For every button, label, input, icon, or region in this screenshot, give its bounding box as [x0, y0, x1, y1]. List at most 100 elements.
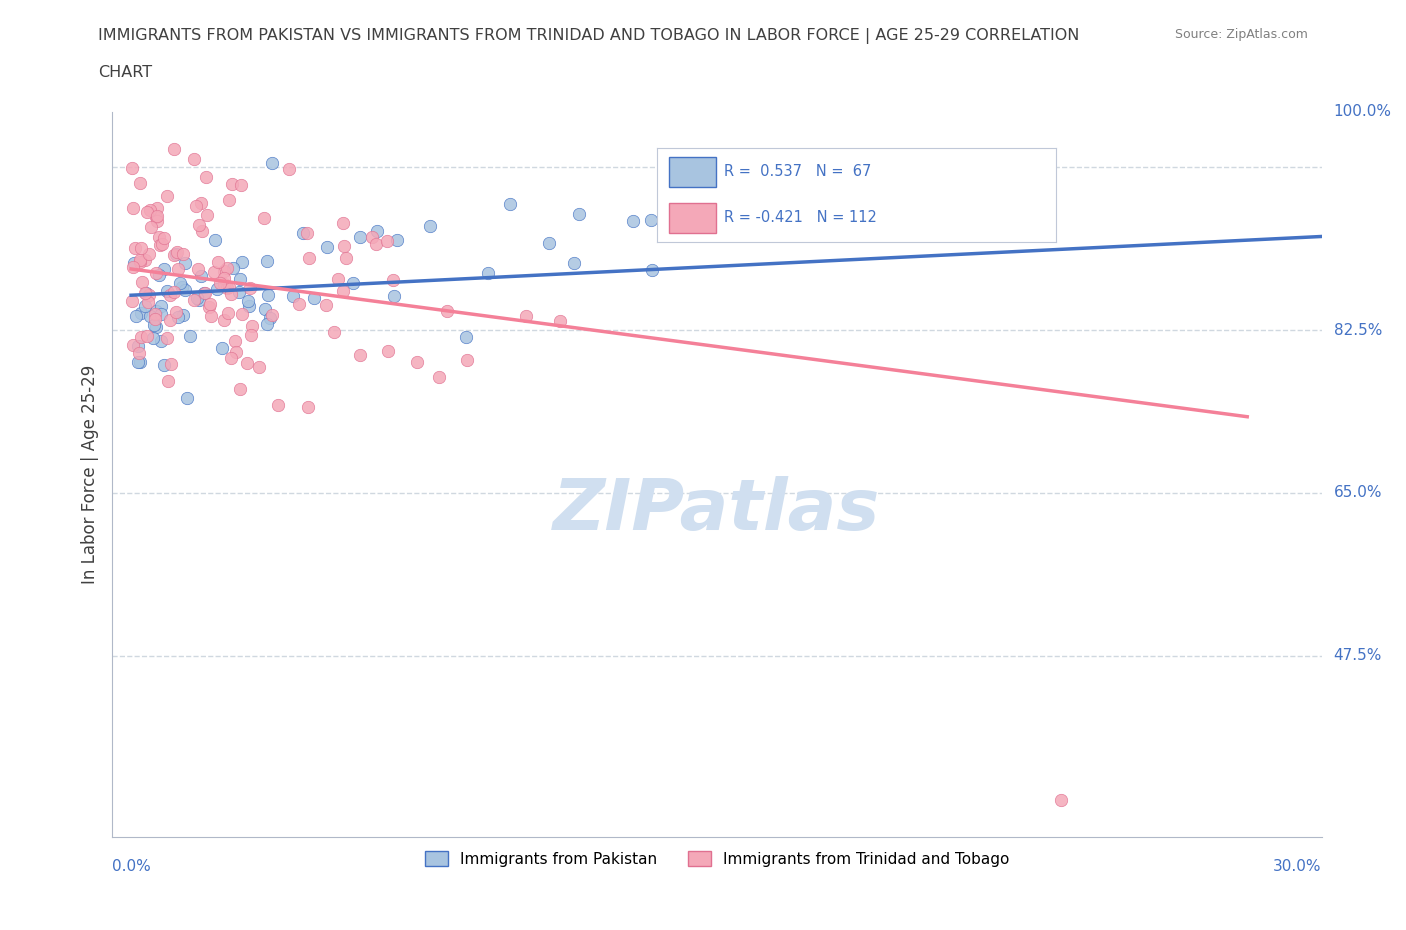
Immigrants from Pakistan	[342, 276, 364, 291]
Immigrants from Trinidad and Tobago	[163, 284, 186, 299]
Immigrants from Pakistan	[256, 253, 278, 268]
Immigrants from Trinidad and Tobago	[128, 175, 150, 190]
Immigrants from Trinidad and Tobago	[215, 260, 238, 275]
Immigrants from Trinidad and Tobago	[195, 170, 218, 185]
Immigrants from Trinidad and Tobago	[145, 265, 167, 280]
Legend: Immigrants from Pakistan, Immigrants from Trinidad and Tobago: Immigrants from Pakistan, Immigrants fro…	[419, 844, 1015, 873]
Text: 47.5%: 47.5%	[1334, 648, 1382, 663]
Immigrants from Trinidad and Tobago	[456, 352, 478, 367]
Immigrants from Pakistan	[176, 391, 198, 405]
Immigrants from Trinidad and Tobago	[138, 287, 160, 302]
Immigrants from Pakistan	[257, 287, 280, 302]
Immigrants from Pakistan	[640, 213, 662, 228]
Immigrants from Trinidad and Tobago	[208, 275, 231, 290]
Immigrants from Trinidad and Tobago	[240, 319, 263, 334]
Immigrants from Trinidad and Tobago	[121, 200, 143, 215]
Immigrants from Trinidad and Tobago	[375, 233, 398, 248]
Immigrants from Trinidad and Tobago	[128, 345, 150, 360]
Immigrants from Trinidad and Tobago	[207, 255, 229, 270]
Immigrants from Trinidad and Tobago	[240, 327, 263, 342]
Immigrants from Trinidad and Tobago	[163, 141, 186, 156]
Immigrants from Trinidad and Tobago	[159, 288, 181, 303]
Immigrants from Trinidad and Tobago	[187, 261, 209, 276]
Immigrants from Trinidad and Tobago	[1050, 792, 1073, 807]
Immigrants from Pakistan	[169, 275, 191, 290]
Immigrants from Trinidad and Tobago	[221, 177, 243, 192]
Immigrants from Trinidad and Tobago	[121, 337, 143, 352]
Immigrants from Trinidad and Tobago	[217, 305, 239, 320]
Immigrants from Pakistan	[188, 293, 211, 308]
Immigrants from Trinidad and Tobago	[156, 188, 179, 203]
Immigrants from Trinidad and Tobago	[150, 236, 173, 251]
Immigrants from Trinidad and Tobago	[190, 195, 212, 210]
Immigrants from Pakistan	[229, 272, 252, 286]
Immigrants from Pakistan	[641, 263, 664, 278]
Immigrants from Trinidad and Tobago	[121, 294, 143, 309]
Immigrants from Trinidad and Tobago	[195, 208, 218, 223]
Immigrants from Trinidad and Tobago	[159, 313, 181, 328]
Immigrants from Trinidad and Tobago	[253, 211, 276, 226]
Immigrants from Trinidad and Tobago	[129, 255, 152, 270]
Immigrants from Pakistan	[186, 290, 208, 305]
Immigrants from Pakistan	[260, 155, 283, 170]
Immigrants from Trinidad and Tobago	[160, 356, 183, 371]
Immigrants from Pakistan	[499, 196, 522, 211]
Immigrants from Pakistan	[281, 288, 304, 303]
Immigrants from Trinidad and Tobago	[155, 330, 177, 345]
Immigrants from Pakistan	[236, 294, 259, 309]
Immigrants from Trinidad and Tobago	[229, 381, 252, 396]
Immigrants from Trinidad and Tobago	[134, 286, 156, 300]
Immigrants from Trinidad and Tobago	[377, 344, 399, 359]
Immigrants from Pakistan	[142, 318, 165, 333]
Text: ZIPatlas: ZIPatlas	[554, 476, 880, 545]
Immigrants from Trinidad and Tobago	[515, 308, 537, 323]
Immigrants from Pakistan	[193, 286, 215, 300]
Immigrants from Trinidad and Tobago	[218, 280, 240, 295]
Immigrants from Pakistan	[139, 309, 162, 324]
Immigrants from Trinidad and Tobago	[129, 241, 152, 256]
Immigrants from Trinidad and Tobago	[231, 307, 253, 322]
Immigrants from Pakistan	[174, 283, 197, 298]
Immigrants from Trinidad and Tobago	[136, 328, 159, 343]
Immigrants from Trinidad and Tobago	[188, 218, 211, 232]
Immigrants from Trinidad and Tobago	[129, 329, 152, 344]
Immigrants from Pakistan	[419, 219, 441, 233]
Immigrants from Trinidad and Tobago	[124, 241, 146, 256]
Immigrants from Pakistan	[190, 269, 212, 284]
Immigrants from Trinidad and Tobago	[183, 293, 205, 308]
Immigrants from Trinidad and Tobago	[146, 200, 169, 215]
Immigrants from Trinidad and Tobago	[335, 251, 357, 266]
Immigrants from Trinidad and Tobago	[298, 251, 321, 266]
Immigrants from Pakistan	[222, 260, 245, 275]
Immigrants from Trinidad and Tobago	[166, 245, 188, 259]
Immigrants from Pakistan	[259, 310, 281, 325]
Immigrants from Trinidad and Tobago	[332, 216, 354, 231]
Immigrants from Pakistan	[148, 268, 170, 283]
Immigrants from Trinidad and Tobago	[333, 238, 356, 253]
Text: IMMIGRANTS FROM PAKISTAN VS IMMIGRANTS FROM TRINIDAD AND TOBAGO IN LABOR FORCE |: IMMIGRANTS FROM PAKISTAN VS IMMIGRANTS F…	[98, 28, 1080, 44]
Immigrants from Pakistan	[172, 280, 194, 295]
Text: 82.5%: 82.5%	[1334, 323, 1382, 338]
Immigrants from Trinidad and Tobago	[278, 161, 301, 176]
Immigrants from Trinidad and Tobago	[138, 246, 160, 261]
Immigrants from Pakistan	[135, 286, 157, 300]
Immigrants from Pakistan	[238, 299, 260, 313]
Immigrants from Trinidad and Tobago	[146, 209, 169, 224]
Immigrants from Trinidad and Tobago	[183, 152, 205, 166]
Immigrants from Pakistan	[316, 240, 339, 255]
Immigrants from Pakistan	[174, 256, 197, 271]
Immigrants from Trinidad and Tobago	[406, 354, 429, 369]
Immigrants from Pakistan	[165, 246, 187, 261]
Immigrants from Pakistan	[231, 255, 253, 270]
Immigrants from Trinidad and Tobago	[202, 265, 225, 280]
Immigrants from Trinidad and Tobago	[267, 398, 290, 413]
Immigrants from Trinidad and Tobago	[323, 325, 346, 339]
Immigrants from Pakistan	[253, 301, 276, 316]
Immigrants from Pakistan	[129, 306, 152, 321]
Immigrants from Trinidad and Tobago	[366, 236, 388, 251]
Immigrants from Pakistan	[291, 225, 314, 240]
Immigrants from Pakistan	[621, 214, 644, 229]
Immigrants from Trinidad and Tobago	[145, 209, 167, 224]
Immigrants from Trinidad and Tobago	[184, 199, 207, 214]
Immigrants from Trinidad and Tobago	[288, 297, 311, 312]
